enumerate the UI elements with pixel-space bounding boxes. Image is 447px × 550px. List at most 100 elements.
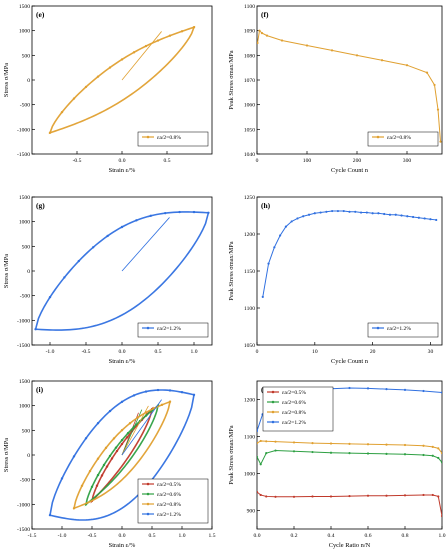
legend-marker xyxy=(146,135,150,139)
data-point xyxy=(440,514,442,518)
legend-marker xyxy=(146,502,150,506)
data-point xyxy=(128,422,132,425)
data-point xyxy=(72,507,76,510)
legend-label: εa/2=0.8% xyxy=(157,135,181,141)
x-tick-label: 0.6 xyxy=(365,533,372,539)
legend: εa/2=1.2% xyxy=(367,322,439,338)
data-point xyxy=(433,83,436,87)
y-tick-label: 1080 xyxy=(244,53,255,59)
legend: εa/2=0.5% εa/2=0.6% εa/2=0.8% εa/2=1.2% xyxy=(262,386,334,432)
data-point xyxy=(422,389,425,393)
data-point xyxy=(302,215,305,218)
legend-marker xyxy=(146,512,150,516)
data-point xyxy=(108,66,112,69)
data-point xyxy=(120,400,124,404)
data-point xyxy=(126,432,130,435)
data-point xyxy=(336,209,340,213)
data-point xyxy=(72,97,76,100)
x-tick-label: 300 xyxy=(403,158,412,164)
legend-marker xyxy=(271,410,275,414)
y-tick-label: 0 xyxy=(27,78,30,84)
data-point xyxy=(292,441,296,444)
data-point xyxy=(257,41,259,45)
y-tick-label: -1000 xyxy=(17,502,30,508)
legend-label: εa/2=1.2% xyxy=(387,326,411,332)
data-point xyxy=(431,493,434,497)
hysteresis-loop xyxy=(34,211,210,331)
data-point xyxy=(90,485,94,489)
data-point xyxy=(136,416,140,419)
data-point xyxy=(429,218,432,221)
data-point xyxy=(63,276,66,279)
data-point xyxy=(319,211,322,214)
data-point xyxy=(125,436,129,439)
data-point xyxy=(192,26,196,29)
y-tick-label: -500 xyxy=(20,478,30,484)
data-point xyxy=(354,210,357,213)
y-tick-label: -1000 xyxy=(17,318,30,324)
x-tick-label: 1.0 xyxy=(191,349,198,355)
data-point xyxy=(403,443,407,447)
chart-panel: (f) 0 100 200 300 1040 1050 1060 1070 1080 1090 110… xyxy=(228,4,443,174)
legend-label: εa/2=1.2% xyxy=(282,420,306,426)
data-point xyxy=(96,457,100,460)
data-point xyxy=(330,49,334,52)
data-point xyxy=(348,452,351,455)
x-tick-label: -0.5 xyxy=(73,158,82,164)
data-point xyxy=(48,295,52,299)
data-point xyxy=(431,454,434,457)
data-point xyxy=(106,234,109,238)
y-tick-label: 1100 xyxy=(244,4,255,10)
data-point xyxy=(259,439,262,443)
data-point xyxy=(437,447,440,450)
x-tick-label: -1.0 xyxy=(58,533,67,539)
x-axis-label: Strain ε/% xyxy=(109,358,136,365)
data-point xyxy=(192,210,196,214)
legend-label: εa/2=0.5% xyxy=(157,482,181,488)
y-tick-label: 1200 xyxy=(244,398,255,404)
initial-loading-line xyxy=(121,399,162,456)
data-point xyxy=(279,234,282,237)
data-point xyxy=(120,438,124,442)
data-point xyxy=(105,465,109,468)
legend-box xyxy=(137,478,209,524)
data-point xyxy=(284,225,288,228)
legend-box xyxy=(367,131,439,147)
y-tick-label: 1050 xyxy=(244,343,255,349)
x-tick-label: 100 xyxy=(303,158,312,164)
legend-box xyxy=(137,322,209,338)
data-point xyxy=(311,495,314,498)
y-tick-label: 500 xyxy=(22,244,31,250)
panel-label: (g) xyxy=(36,201,45,210)
data-point xyxy=(406,215,409,218)
data-point xyxy=(120,225,124,229)
data-point xyxy=(313,212,316,215)
data-point xyxy=(431,445,434,448)
data-point xyxy=(257,429,259,433)
data-point xyxy=(348,386,351,390)
data-point xyxy=(422,453,425,457)
data-point xyxy=(292,495,296,498)
y-axis-label: Stress σ/MPa xyxy=(3,63,10,97)
data-point xyxy=(388,213,392,216)
data-point xyxy=(144,411,148,414)
initial-loading-line xyxy=(121,217,170,272)
data-point xyxy=(366,443,370,446)
data-point xyxy=(311,442,314,445)
data-point xyxy=(112,437,116,440)
data-point xyxy=(48,131,52,134)
data-point xyxy=(383,212,386,216)
data-point xyxy=(405,64,409,67)
data-point xyxy=(144,414,148,417)
data-point xyxy=(132,425,136,429)
data-point xyxy=(168,400,172,403)
y-tick-label: 1150 xyxy=(244,269,255,275)
y-axis-label: Stress σ/MPa xyxy=(3,254,10,288)
data-point xyxy=(144,390,148,393)
x-tick-label: 0.0 xyxy=(119,533,126,539)
chart-panel: (j)0.00.20.40.60.81.0900100011001200Cycl… xyxy=(228,380,446,549)
data-point xyxy=(92,246,95,249)
data-point xyxy=(366,387,370,390)
data-point xyxy=(280,39,284,42)
legend-label: εa/2=1.2% xyxy=(157,512,181,518)
